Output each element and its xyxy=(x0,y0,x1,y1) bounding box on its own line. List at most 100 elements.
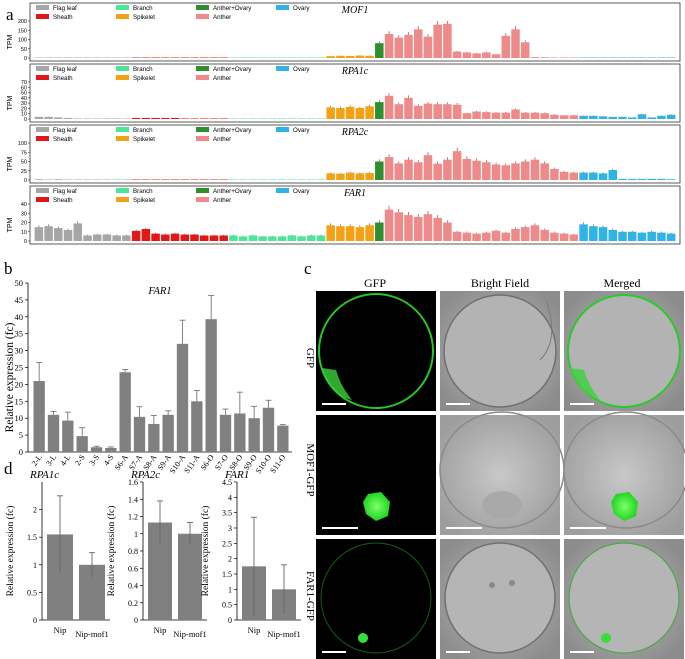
tpm-bar-3-63 xyxy=(647,231,656,241)
track-title-3: FAR1 xyxy=(343,188,366,199)
tpm-bar-2-47 xyxy=(491,164,501,180)
ytick-label-0-1: 50 xyxy=(21,47,27,53)
tpm-bar-1-34 xyxy=(365,106,374,119)
ytick-label-1-3: 30 xyxy=(21,101,27,107)
tpm-bar-0-50 xyxy=(520,42,530,58)
tpm-bar-2-1 xyxy=(44,179,53,180)
tpm-bar-3-13 xyxy=(161,234,170,241)
legend-label-0-5: Spikelet xyxy=(133,14,155,21)
legend-label-2-3: Ovary xyxy=(293,127,310,134)
track-title-1: RPA1c xyxy=(341,66,369,77)
tpm-bar-3-29 xyxy=(316,235,326,241)
d-ytick-label-2-7: 3.5 xyxy=(222,509,232,518)
d-ytick-label-2-9: 4.5 xyxy=(222,478,232,487)
d-bar-1-1 xyxy=(178,533,202,620)
tpm-bar-1-32 xyxy=(345,106,355,119)
d-ytick-label-2-5: 2.5 xyxy=(222,539,232,548)
track-title-0: MOF1 xyxy=(341,5,369,16)
image-mof1-gfp-bright-field xyxy=(439,411,565,535)
image-far1-gfp-merged xyxy=(564,539,684,659)
tpm-bar-1-24 xyxy=(268,118,277,119)
tpm-bar-2-5 xyxy=(83,179,92,180)
ytick-label-3-3: 30 xyxy=(21,211,27,217)
tpm-bar-3-37 xyxy=(394,212,404,241)
legend-swatch-2-6 xyxy=(196,136,209,141)
legend-label-0-2: Anther+Ovary xyxy=(213,5,252,12)
tpm-bar-3-11 xyxy=(141,228,151,241)
track-ylabel-1: TPM xyxy=(7,95,14,110)
b-bar-8 xyxy=(148,423,160,452)
tpm-bar-0-43 xyxy=(452,51,462,58)
tpm-track-1: RPA1c TPM Flag leaf Branch Anther+Ovary Ovary… xyxy=(7,63,681,123)
tpm-bar-3-20 xyxy=(229,235,238,241)
tpm-bar-2-31 xyxy=(336,173,345,180)
tpm-bar-1-45 xyxy=(472,111,481,119)
tpm-bar-1-30 xyxy=(326,107,335,119)
tpm-bar-1-35 xyxy=(375,102,384,119)
tpm-bar-2-24 xyxy=(268,179,277,180)
tpm-bar-0-32 xyxy=(345,55,355,58)
legend-swatch-2-3 xyxy=(276,127,289,132)
b-bar-6 xyxy=(119,372,131,452)
tpm-bar-1-4 xyxy=(73,118,83,119)
tpm-bar-1-39 xyxy=(413,105,423,119)
tpm-bar-2-43 xyxy=(452,151,462,180)
tpm-bar-2-20 xyxy=(229,179,238,180)
tpm-bar-2-25 xyxy=(277,179,287,180)
tpm-bar-3-24 xyxy=(268,236,277,241)
tpm-bar-3-0 xyxy=(34,227,44,241)
legend-label-2-1: Branch xyxy=(133,127,153,134)
legend-swatch-2-5 xyxy=(116,136,129,141)
image-far1-gfp-gfp xyxy=(316,539,436,659)
tpm-bar-1-5 xyxy=(83,118,92,119)
tpm-bar-2-17 xyxy=(199,179,209,180)
tpm-bar-0-18 xyxy=(209,57,219,58)
tpm-bar-0-47 xyxy=(491,54,501,58)
d-ytick-label-0-0: 0 xyxy=(33,616,37,625)
ytick-label-0-2: 100 xyxy=(18,38,27,44)
panel-label-d: d xyxy=(4,459,13,478)
tpm-bar-0-3 xyxy=(63,57,73,58)
tpm-bar-1-25 xyxy=(277,118,287,119)
tpm-bar-2-50 xyxy=(520,161,530,180)
tpm-bar-1-21 xyxy=(238,118,248,119)
b-bar-7 xyxy=(133,416,146,452)
tpm-bar-0-38 xyxy=(404,34,413,58)
tpm-bar-2-62 xyxy=(637,178,647,180)
tpm-bar-3-35 xyxy=(375,222,384,241)
d-ytick-label-2-0: 0 xyxy=(228,616,232,625)
ytick-label-1-2: 20 xyxy=(21,106,27,112)
legend-swatch-1-1 xyxy=(116,66,129,71)
tpm-bar-3-51 xyxy=(530,225,540,241)
tpm-bar-3-32 xyxy=(345,226,355,241)
tpm-bar-2-35 xyxy=(375,161,384,180)
tpm-bar-3-40 xyxy=(423,214,433,241)
tpm-bar-1-14 xyxy=(170,117,180,119)
tpm-bar-3-4 xyxy=(73,223,83,241)
ytick-label-3-1: 10 xyxy=(21,230,27,236)
tpm-bar-1-3 xyxy=(63,117,73,119)
ytick-label-2-1: 25 xyxy=(21,169,27,175)
tpm-bar-1-18 xyxy=(209,118,219,119)
tpm-bar-2-36 xyxy=(384,157,394,180)
tpm-bar-1-15 xyxy=(180,118,190,119)
tpm-bar-1-51 xyxy=(530,112,540,119)
legend-label-1-1: Branch xyxy=(133,66,153,73)
tpm-bar-3-60 xyxy=(618,231,627,241)
tpm-bar-3-14 xyxy=(170,233,180,241)
b-bar-14 xyxy=(234,413,246,452)
image-gfp-merged xyxy=(564,291,684,411)
tpm-bar-1-11 xyxy=(141,117,151,119)
b-bar-0 xyxy=(33,381,45,452)
tpm-bar-1-43 xyxy=(452,104,462,119)
tpm-bar-1-52 xyxy=(540,113,549,119)
tpm-bar-1-8 xyxy=(112,118,121,119)
tpm-bar-0-28 xyxy=(306,57,316,58)
tpm-bar-1-55 xyxy=(569,115,579,119)
tpm-bar-0-20 xyxy=(229,57,238,58)
panel-d-bar-charts: 0 0.5 1 1.5 2 Relative expression (fc) RPA1c Ni… xyxy=(5,469,301,639)
tpm-bar-2-4 xyxy=(73,179,83,180)
legend-swatch-2-0 xyxy=(36,127,49,132)
track-ylabel-2: TPM xyxy=(7,156,14,171)
legend-label-3-1: Branch xyxy=(133,188,153,195)
